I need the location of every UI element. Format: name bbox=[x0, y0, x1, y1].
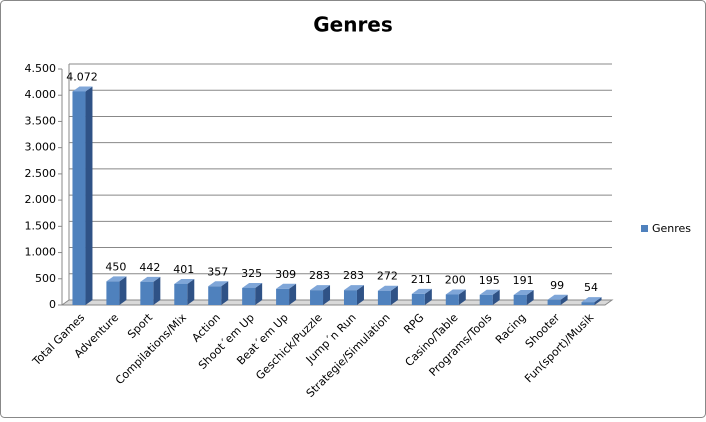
bar bbox=[343, 290, 357, 305]
bar-side bbox=[424, 288, 432, 305]
bar bbox=[276, 288, 290, 305]
bar-top bbox=[174, 278, 195, 284]
bar-side bbox=[492, 289, 500, 305]
y-tick-label: 2.500 bbox=[25, 167, 57, 180]
bar-top bbox=[343, 285, 364, 291]
y-tick-label: 3.500 bbox=[25, 114, 57, 127]
legend-swatch bbox=[641, 225, 648, 232]
bar-side bbox=[119, 276, 127, 305]
legend-label: Genres bbox=[652, 222, 691, 235]
bar-top bbox=[140, 276, 161, 282]
value-label: 450 bbox=[105, 260, 126, 273]
bar-side bbox=[323, 285, 331, 305]
y-tick-label: 1.500 bbox=[25, 219, 57, 232]
bar-side bbox=[289, 283, 297, 305]
y-tick-label: 0 bbox=[49, 298, 56, 311]
bar bbox=[174, 283, 188, 305]
y-tick-label: 500 bbox=[35, 272, 56, 285]
bar-side bbox=[153, 276, 161, 305]
bar bbox=[140, 281, 154, 305]
bar-top bbox=[242, 282, 263, 288]
bar-top bbox=[106, 276, 127, 282]
bar bbox=[242, 287, 256, 305]
bar-top bbox=[445, 289, 466, 295]
value-label: 54 bbox=[584, 281, 598, 294]
value-label: 99 bbox=[550, 279, 564, 292]
y-tick-label: 3.000 bbox=[25, 141, 57, 154]
bar-side bbox=[458, 289, 466, 305]
bar-side bbox=[390, 285, 398, 305]
bar-side bbox=[356, 285, 364, 305]
chart-title: Genres bbox=[313, 13, 393, 37]
value-label: 283 bbox=[343, 269, 364, 282]
bar-top bbox=[208, 281, 229, 287]
bar bbox=[445, 294, 459, 305]
bar bbox=[513, 294, 527, 305]
value-label: 211 bbox=[411, 273, 432, 286]
bar bbox=[377, 290, 391, 305]
bar-top bbox=[276, 283, 297, 289]
bar-top bbox=[310, 285, 331, 291]
value-label: 401 bbox=[173, 263, 194, 276]
value-label: 4.072 bbox=[66, 70, 98, 83]
value-label: 442 bbox=[139, 261, 160, 274]
value-label: 200 bbox=[445, 274, 466, 287]
bar bbox=[106, 281, 120, 305]
bar-side bbox=[255, 282, 263, 305]
value-label: 357 bbox=[207, 265, 228, 278]
y-tick-label: 4.000 bbox=[25, 88, 57, 101]
bar bbox=[72, 91, 86, 305]
value-label: 195 bbox=[479, 274, 500, 287]
bar-side bbox=[85, 86, 93, 305]
y-tick-label: 4.500 bbox=[25, 62, 57, 75]
y-tick-label: 2.000 bbox=[25, 193, 57, 206]
value-label: 283 bbox=[309, 269, 330, 282]
value-label: 191 bbox=[513, 274, 534, 287]
value-label: 272 bbox=[377, 270, 398, 283]
bar-side bbox=[187, 278, 195, 305]
value-label: 309 bbox=[275, 268, 296, 281]
bar-top bbox=[513, 289, 534, 295]
bar bbox=[310, 290, 324, 305]
bar bbox=[581, 302, 595, 305]
bar-top bbox=[547, 294, 568, 300]
y-tick-label: 1.000 bbox=[25, 246, 57, 259]
bar-top bbox=[479, 289, 500, 295]
bar-top bbox=[72, 86, 93, 92]
bar-side bbox=[221, 281, 229, 305]
bar-top bbox=[377, 285, 398, 291]
bar bbox=[208, 286, 222, 305]
bar-top bbox=[411, 288, 432, 294]
bar-side bbox=[594, 297, 602, 305]
value-label: 325 bbox=[241, 267, 262, 280]
bar bbox=[411, 293, 425, 305]
bar bbox=[479, 294, 493, 305]
bar-side bbox=[560, 294, 568, 305]
bar bbox=[547, 299, 561, 305]
bar-top bbox=[581, 297, 602, 303]
bar-side bbox=[526, 289, 534, 305]
